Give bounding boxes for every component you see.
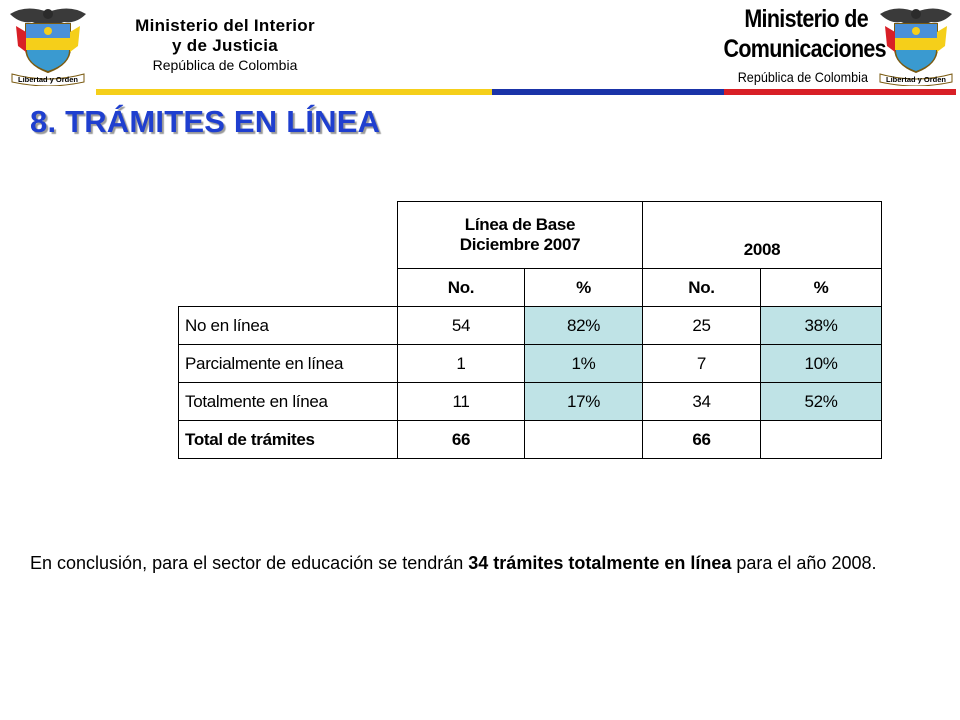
- table-row: Totalmente en línea 11 17% 34 52%: [178, 382, 882, 421]
- total-no-2007: 66: [397, 420, 525, 459]
- cell-pct-2008: 10%: [760, 344, 882, 383]
- left-ministry-line2: y de Justicia: [172, 36, 278, 55]
- row-label: Totalmente en línea: [178, 382, 398, 421]
- subheader-pct-2007: %: [524, 268, 643, 307]
- left-ministry-name: Ministerio del Interior y de Justicia Re…: [100, 16, 350, 74]
- table-group-header-row: Línea de Base Diciembre 2007 2008: [179, 201, 882, 269]
- section-title: 8. TRÁMITES EN LÍNEA: [30, 104, 381, 139]
- conclusion-text-bold: 34 trámites totalmente en línea: [468, 553, 732, 573]
- cell-pct-2007: 1%: [524, 344, 643, 383]
- table-corner-blank: [179, 202, 398, 269]
- subheader-no-2008: No.: [642, 268, 761, 307]
- colombia-coat-of-arms-right: Libertad y Orden: [879, 8, 953, 86]
- cell-pct-2007: 17%: [524, 382, 643, 421]
- tramites-table: Línea de Base Diciembre 2007 2008 No. % …: [178, 201, 882, 459]
- cell-no-2008: 25: [642, 306, 761, 345]
- header-linea-base: Línea de Base Diciembre 2007: [397, 201, 643, 269]
- total-pct-2007-empty: [524, 420, 643, 459]
- flag-yellow-stripe: [96, 89, 492, 95]
- header-linea-base-line1: Línea de Base: [464, 215, 576, 234]
- subheader-no-2007: No.: [397, 268, 525, 307]
- cell-no-2007: 54: [397, 306, 525, 345]
- total-no-2008: 66: [642, 420, 761, 459]
- table-total-row: Total de trámites 66 66: [178, 420, 882, 459]
- right-ministry-country: República de Colombia: [737, 69, 868, 85]
- right-ministry-line2: Comunicaciones: [723, 35, 887, 63]
- right-ministry-name: Ministerio de Comunicaciones República d…: [700, 4, 887, 88]
- header-2008: 2008: [642, 201, 882, 269]
- table-sub-header-row: No. % No. %: [179, 268, 882, 307]
- svg-text:Libertad y Orden: Libertad y Orden: [18, 75, 78, 84]
- row-label: No en línea: [178, 306, 398, 345]
- total-label: Total de trámites: [178, 420, 398, 459]
- header-linea-base-line2: Diciembre 2007: [459, 235, 581, 254]
- conclusion-text-before: En conclusión, para el sector de educaci…: [30, 553, 469, 573]
- cell-pct-2008: 52%: [760, 382, 882, 421]
- subheader-pct-2008: %: [760, 268, 882, 307]
- cell-pct-2007: 82%: [524, 306, 643, 345]
- total-pct-2008-empty: [760, 420, 882, 459]
- right-ministry-line1: Ministerio de: [744, 5, 868, 33]
- table-row: Parcialmente en línea 1 1% 7 10%: [178, 344, 882, 383]
- flag-red-stripe: [724, 89, 956, 95]
- cell-no-2007: 1: [397, 344, 525, 383]
- cell-pct-2008: 38%: [760, 306, 882, 345]
- colombia-coat-of-arms-left: Libertad y Orden: [10, 8, 86, 86]
- cell-no-2008: 7: [642, 344, 761, 383]
- flag-blue-stripe: [492, 89, 724, 95]
- cell-no-2007: 11: [397, 382, 525, 421]
- conclusion-paragraph: En conclusión, para el sector de educaci…: [30, 549, 932, 578]
- conclusion-text-after: para el año 2008.: [731, 553, 877, 573]
- left-ministry-country: República de Colombia: [152, 57, 298, 73]
- row-label: Parcialmente en línea: [178, 344, 398, 383]
- svg-text:Libertad y Orden: Libertad y Orden: [886, 75, 946, 84]
- table-corner-blank-2: [179, 269, 398, 307]
- cell-no-2008: 34: [642, 382, 761, 421]
- colombia-flag-bar: [96, 89, 956, 95]
- left-ministry-line1: Ministerio del Interior: [135, 16, 315, 35]
- table-row: No en línea 54 82% 25 38%: [178, 306, 882, 345]
